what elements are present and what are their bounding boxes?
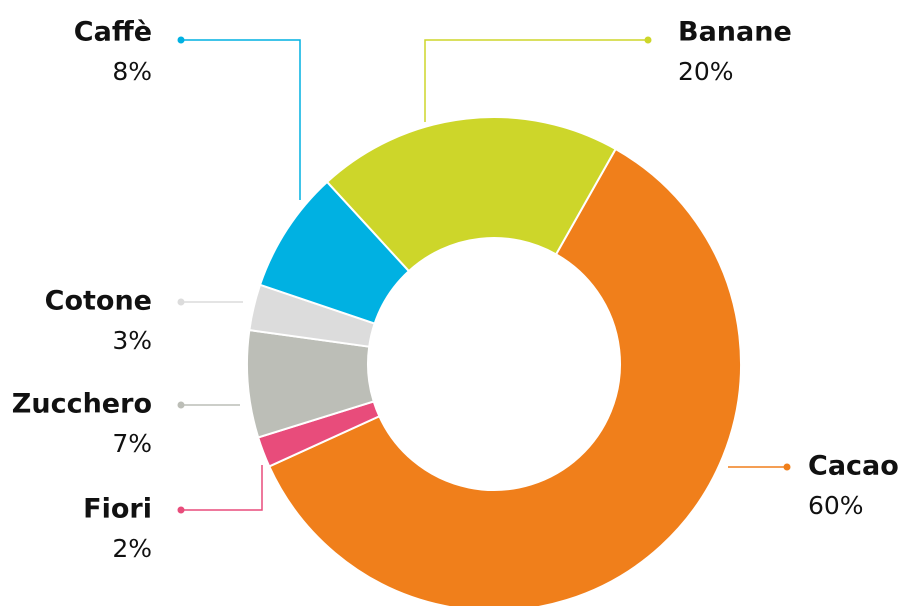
category-label: Zucchero	[12, 389, 152, 420]
leader-dot	[177, 36, 185, 44]
category-label: Fiori	[83, 494, 152, 525]
value-label: 2%	[112, 534, 152, 563]
slice	[325, 116, 617, 273]
category-label: Cotone	[45, 286, 152, 317]
leader-dot	[177, 298, 185, 306]
category-label: Caffè	[74, 17, 152, 48]
value-label: 7%	[112, 429, 152, 458]
leader-line	[181, 39, 301, 200]
value-label: 8%	[112, 57, 152, 86]
value-label: 20%	[678, 57, 734, 86]
leader-dot	[177, 506, 185, 514]
leader-line	[181, 465, 263, 511]
category-label: Banane	[678, 17, 792, 48]
leader-line	[424, 39, 648, 122]
slice	[267, 147, 742, 606]
leader-dot	[783, 463, 791, 471]
leader-dot	[644, 36, 652, 44]
value-label: 60%	[808, 491, 864, 520]
category-label: Cacao	[808, 451, 899, 482]
value-label: 3%	[112, 326, 152, 355]
leader-dot	[177, 401, 185, 409]
